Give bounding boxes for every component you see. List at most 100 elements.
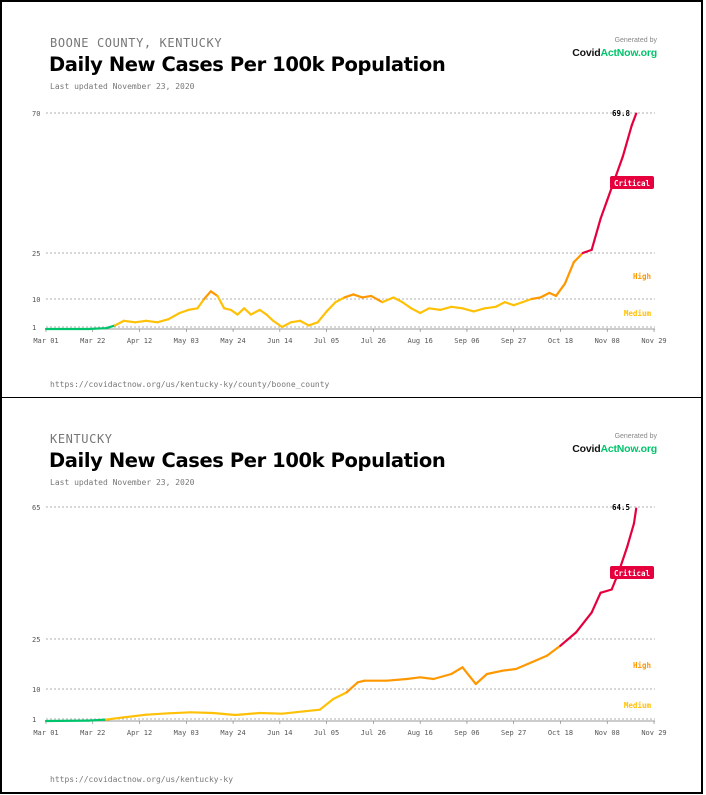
series-segment [601, 590, 612, 593]
series-segment [333, 692, 346, 699]
x-tick-label: Apr 12 [127, 337, 152, 345]
x-tick-label: May 03 [174, 729, 199, 737]
series-segment [282, 322, 291, 327]
y-tick-label: 25 [32, 250, 40, 258]
series-segment [347, 682, 358, 692]
chart-panel-kentucky: KENTUCKY Daily New Cases Per 100k Popula… [0, 397, 703, 794]
critical-zone-label: Critical [614, 179, 650, 188]
x-tick-label: Mar 22 [80, 729, 105, 737]
series-segment [592, 593, 601, 613]
series-segment [434, 674, 452, 679]
series-segment [336, 297, 345, 302]
series-segment [503, 669, 516, 671]
x-tick-label: Mar 01 [33, 337, 58, 345]
series-segment [106, 325, 115, 328]
series-segment [616, 157, 623, 176]
series-segment [532, 297, 541, 299]
x-tick-label: Aug 16 [408, 729, 433, 737]
series-segment [565, 262, 574, 283]
series-segment [217, 296, 224, 308]
series-segment [300, 321, 309, 326]
series-segment [204, 291, 211, 299]
source-url[interactable]: https://covidactnow.org/us/kentucky-ky/c… [50, 380, 329, 389]
series-segment [371, 296, 382, 302]
series-segment [411, 308, 420, 313]
series-segment [146, 321, 157, 323]
y-tick-label: 25 [32, 636, 40, 644]
medium-zone-label: Medium [624, 701, 652, 710]
chart-panel-boone-county: BOONE COUNTY, KENTUCKY Daily New Cases P… [0, 0, 703, 398]
series-segment [273, 321, 282, 327]
source-url[interactable]: https://covidactnow.org/us/kentucky-ky [50, 775, 233, 784]
series-segment [344, 294, 353, 297]
x-tick-label: May 24 [220, 337, 245, 345]
series-segment [211, 291, 218, 296]
y-tick-label: 70 [32, 110, 40, 118]
series-segment [487, 671, 503, 674]
series-segment [440, 307, 451, 310]
y-tick-label: 1 [32, 324, 36, 332]
series-segment [462, 308, 473, 311]
series-segment [393, 297, 402, 302]
series-segment [106, 717, 124, 719]
high-zone-label: High [633, 272, 651, 281]
high-zone-label: High [633, 661, 651, 670]
series-segment [623, 125, 632, 156]
series-segment [462, 667, 469, 675]
series-segment [387, 679, 407, 681]
series-segment [632, 114, 636, 126]
series-segment [327, 302, 336, 311]
series-segment [244, 308, 251, 314]
series-segment [197, 299, 204, 308]
series-segment [514, 302, 523, 305]
critical-zone-label: Critical [614, 569, 650, 578]
x-tick-label: Nov 29 [641, 729, 666, 737]
x-tick-label: Jul 05 [314, 337, 339, 345]
series-segment [601, 200, 608, 219]
series-segment [549, 293, 556, 296]
series-segment [485, 307, 496, 309]
x-tick-label: Mar 22 [80, 337, 105, 345]
series-segment [235, 713, 259, 715]
series-segment [146, 713, 168, 714]
series-segment [291, 321, 300, 323]
x-tick-label: Aug 16 [408, 337, 433, 345]
series-segment [135, 321, 146, 323]
series-segment [476, 674, 487, 684]
series-segment [124, 715, 146, 718]
series-segment [451, 667, 462, 674]
y-tick-label: 1 [32, 716, 36, 724]
x-tick-label: Sep 27 [501, 729, 526, 737]
series-segment [231, 310, 238, 315]
series-segment [576, 613, 592, 633]
series-segment [266, 315, 273, 321]
series-segment [532, 656, 548, 663]
series-segment [451, 307, 462, 309]
medium-zone-label: Medium [624, 309, 652, 318]
series-segment [516, 662, 532, 669]
series-segment [592, 219, 601, 250]
series-segment [362, 296, 371, 298]
series-segment [547, 646, 560, 656]
x-tick-label: May 03 [174, 337, 199, 345]
series-segment [304, 710, 320, 712]
series-segment [556, 284, 565, 296]
series-segment [353, 294, 362, 297]
last-value-label: 64.5 [612, 503, 630, 512]
x-tick-label: Nov 08 [595, 337, 620, 345]
series-segment [540, 293, 549, 298]
x-tick-label: Nov 08 [595, 729, 620, 737]
series-segment [238, 308, 245, 314]
series-segment [474, 308, 485, 311]
series-segment [88, 328, 106, 329]
x-tick-label: Jul 05 [314, 729, 339, 737]
series-segment [469, 676, 476, 684]
x-tick-label: Mar 01 [33, 729, 58, 737]
x-tick-label: Sep 06 [454, 729, 479, 737]
series-segment [157, 319, 168, 322]
series-segment [124, 321, 135, 323]
series-segment [191, 712, 213, 713]
x-tick-label: Jul 26 [361, 729, 386, 737]
x-tick-label: May 24 [220, 729, 245, 737]
y-tick-label: 10 [32, 296, 40, 304]
